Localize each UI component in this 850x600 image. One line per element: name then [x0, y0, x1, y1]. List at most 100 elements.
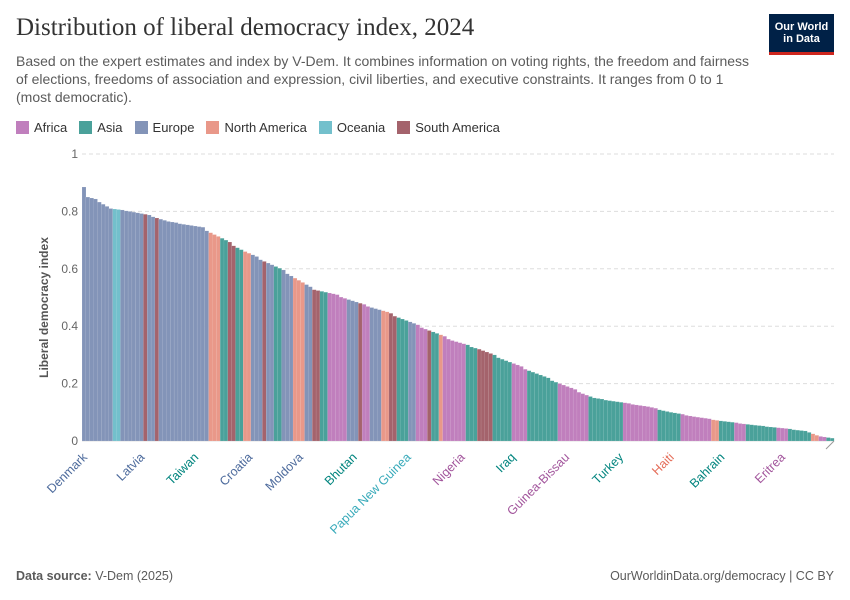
bar: [511, 363, 516, 442]
bar: [553, 382, 559, 442]
bar: [365, 306, 371, 442]
legend-item-europe[interactable]: Europe: [134, 120, 194, 135]
bar: [515, 364, 520, 442]
bar: [542, 376, 547, 442]
bar: [722, 421, 727, 442]
bar: [434, 333, 440, 442]
bar: [603, 399, 608, 442]
bar: [411, 323, 417, 442]
bar: [465, 344, 470, 442]
bar: [342, 298, 348, 442]
bar: [680, 413, 685, 442]
bar: [534, 373, 539, 442]
bar: [189, 225, 194, 442]
bar: [676, 413, 681, 442]
legend-item-africa[interactable]: Africa: [16, 120, 67, 135]
bar: [757, 425, 762, 442]
bar: [615, 401, 620, 442]
bar: [89, 197, 94, 442]
y-tick-label: 0: [71, 434, 78, 448]
y-tick-label: 0.8: [61, 204, 78, 218]
bar: [266, 262, 271, 442]
bar: [749, 424, 754, 442]
bar: [630, 404, 635, 442]
bar: [503, 360, 509, 442]
bar: [507, 361, 513, 442]
bar: [196, 226, 202, 442]
bar: [154, 217, 160, 442]
bar: [170, 221, 175, 442]
bar: [500, 359, 505, 442]
y-tick-label: 0.4: [61, 319, 78, 333]
bar: [818, 436, 823, 442]
bar: [649, 407, 654, 442]
owid-logo[interactable]: Our World in Data: [769, 14, 834, 55]
legend-label-south-america: South America: [415, 120, 500, 135]
bar: [764, 426, 770, 442]
bar: [97, 201, 102, 442]
bar: [638, 405, 643, 442]
bar: [626, 403, 631, 442]
bar: [227, 241, 232, 442]
x-label-taiwan: Taiwan: [164, 450, 201, 487]
bar: [726, 421, 731, 442]
bar: [668, 412, 674, 442]
data-source-value[interactable]: V-Dem (2025): [95, 569, 174, 583]
bar: [806, 432, 812, 442]
bar: [216, 236, 221, 442]
bar: [799, 430, 804, 442]
bar: [354, 301, 359, 442]
bar: [595, 398, 601, 442]
bar: [404, 320, 409, 442]
bar: [108, 208, 113, 442]
bar: [684, 415, 689, 442]
bar: [131, 211, 137, 442]
bar: [193, 225, 198, 442]
bar: [776, 427, 781, 442]
legend-swatch-asia: [79, 121, 93, 134]
bar: [346, 299, 351, 442]
bar: [523, 369, 528, 442]
legend-item-south-america[interactable]: South America: [397, 120, 500, 135]
bar: [208, 232, 213, 442]
legend-item-asia[interactable]: Asia: [79, 120, 123, 135]
data-source: Data source: V-Dem (2025): [16, 569, 173, 583]
footer-url[interactable]: OurWorldinData.org/democracy | CC BY: [610, 569, 834, 583]
bar: [830, 437, 835, 442]
y-tick-label: 0.2: [61, 377, 78, 391]
legend-item-north-america[interactable]: North America: [206, 120, 307, 135]
chart-subtitle: Based on the expert estimates and index …: [16, 53, 750, 105]
bar: [484, 351, 489, 442]
bar: [400, 318, 405, 442]
data-source-label: Data source:: [16, 569, 92, 583]
bar: [454, 341, 459, 442]
bar: [304, 284, 309, 442]
bar: [373, 308, 378, 442]
bar: [442, 336, 447, 442]
bar: [580, 393, 585, 442]
bar: [546, 377, 551, 442]
bar: [300, 282, 305, 442]
bar: [557, 383, 562, 442]
bar: [419, 327, 424, 442]
bar: [803, 430, 808, 442]
bar: [127, 211, 133, 442]
bar: [223, 239, 229, 442]
bar: [780, 427, 785, 442]
bar: [826, 437, 831, 442]
legend-label-asia: Asia: [97, 120, 123, 135]
bar: [327, 292, 332, 442]
bar: [599, 398, 605, 442]
bar: [565, 386, 570, 442]
bar: [246, 253, 252, 442]
bar: [269, 264, 275, 442]
legend-item-oceania[interactable]: Oceania: [318, 120, 385, 135]
bar: [358, 303, 363, 442]
x-label-denmark: Denmark: [44, 450, 90, 496]
bar: [242, 251, 248, 442]
bar: [281, 269, 286, 442]
bar: [335, 294, 340, 442]
y-tick-label: 0.6: [61, 262, 78, 276]
bar: [377, 309, 382, 442]
x-label-eritrea: Eritrea: [752, 450, 788, 486]
